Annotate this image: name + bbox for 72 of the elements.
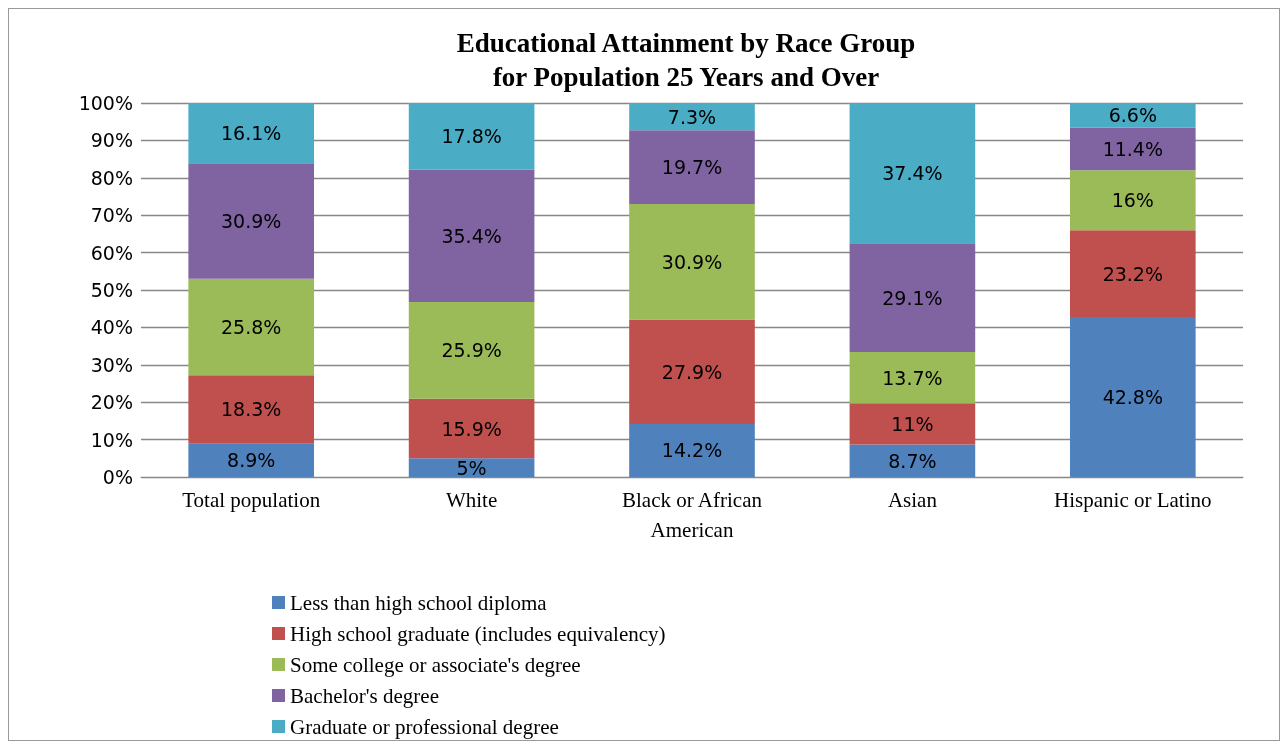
legend-label: Less than high school diploma xyxy=(290,590,548,615)
data-label: 14.2% xyxy=(661,439,723,462)
bar xyxy=(1069,170,1196,231)
bar xyxy=(1069,127,1196,171)
y-tick-label: 0% xyxy=(102,466,133,488)
bar xyxy=(629,319,755,424)
y-tick-label: 60% xyxy=(90,241,133,264)
y-tick-label: 20% xyxy=(90,391,133,414)
legend-label: Graduate or professional degree xyxy=(290,714,559,739)
legend-label: Bachelor's degree xyxy=(290,683,439,708)
x-tick-label: Black or African American xyxy=(622,488,763,542)
bar xyxy=(629,203,755,320)
bar xyxy=(188,443,315,477)
x-tick-label: Asian xyxy=(887,488,938,512)
data-label: 6.6% xyxy=(1108,104,1157,127)
legend-label: High school graduate (includes equivalency) xyxy=(290,621,666,646)
bar xyxy=(849,444,976,477)
bar xyxy=(1069,230,1196,317)
data-label: 42.8% xyxy=(1102,385,1163,408)
y-tick-label: 90% xyxy=(90,129,133,152)
bar xyxy=(408,398,535,459)
data-label: 5% xyxy=(456,456,487,479)
bar xyxy=(188,278,315,376)
y-tick-label: 80% xyxy=(90,166,133,189)
y-tick-label: 100% xyxy=(78,92,133,114)
bar xyxy=(629,130,755,204)
y-tick-label: 50% xyxy=(90,279,133,301)
bar xyxy=(1069,103,1196,128)
data-label: 7.3% xyxy=(667,105,717,128)
bar xyxy=(629,423,755,477)
y-tick-label: 30% xyxy=(90,353,133,376)
bar xyxy=(849,403,976,445)
data-label: 15.9% xyxy=(441,417,502,440)
data-label: 30.9% xyxy=(221,210,282,232)
data-label: 25.9% xyxy=(441,339,502,362)
data-label: 25.8% xyxy=(221,316,282,339)
data-label: 18.3% xyxy=(221,398,282,421)
bar xyxy=(629,103,755,131)
bar xyxy=(849,243,976,353)
y-tick-label: 10% xyxy=(90,428,133,451)
y-tick-label: 40% xyxy=(90,316,133,339)
data-label: 23.2% xyxy=(1102,262,1163,285)
data-label: 37.4% xyxy=(882,162,943,185)
data-label: 13.7% xyxy=(882,366,943,389)
bar xyxy=(408,103,535,170)
bar xyxy=(1069,316,1196,477)
data-label: 30.9% xyxy=(661,250,723,273)
data-label: 27.9% xyxy=(661,360,723,383)
legend-label: Some college or associate's degree xyxy=(290,652,581,677)
data-label: 11% xyxy=(891,412,934,435)
chart-title: Educational Attainment by Race Group for Population 25 Years and Over xyxy=(456,28,916,92)
bar xyxy=(188,163,315,279)
data-label: 17.8% xyxy=(441,125,502,148)
data-label: 11.4% xyxy=(1102,138,1163,160)
data-label: 16% xyxy=(1111,189,1154,212)
x-tick-label: Hispanic or Latino xyxy=(1054,488,1212,512)
data-label: 29.1% xyxy=(882,286,943,309)
bar xyxy=(849,352,976,404)
data-label: 16.1% xyxy=(221,122,282,145)
bar xyxy=(408,301,535,399)
x-tick-label: White xyxy=(445,488,498,512)
bar xyxy=(408,169,535,302)
data-label: 19.7% xyxy=(661,156,723,179)
bar xyxy=(849,103,976,244)
y-tick-label: 70% xyxy=(90,204,133,227)
bar xyxy=(188,375,315,444)
bar xyxy=(188,103,315,164)
bar xyxy=(408,458,535,477)
x-tick-label: Total population xyxy=(182,488,321,512)
data-label: 8.7% xyxy=(888,449,937,472)
data-label: 35.4% xyxy=(441,224,502,247)
data-label: 8.9% xyxy=(227,449,276,472)
